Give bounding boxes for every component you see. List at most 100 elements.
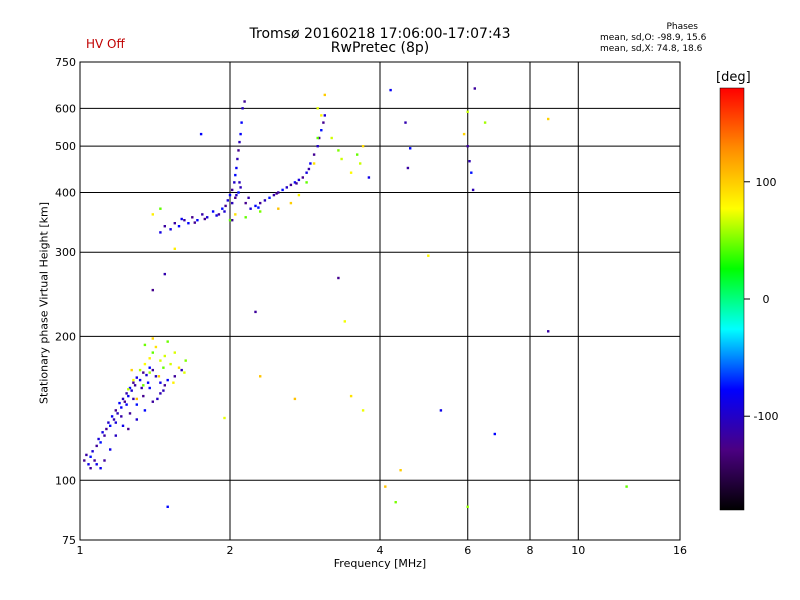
data-point-x [184, 359, 187, 362]
data-point-x [169, 362, 172, 366]
data-point-x [159, 207, 162, 210]
chart-title: Tromsø 20160218 17:06:00-17:07:43 [249, 26, 511, 42]
data-point-o [114, 421, 117, 424]
data-point-o [312, 153, 316, 156]
data-point-o [116, 412, 119, 415]
hv-status: HV Off [86, 37, 125, 51]
data-point-o [241, 107, 244, 110]
y-tick-label: 400 [55, 186, 76, 199]
data-point-o [135, 376, 138, 379]
data-point-x [466, 505, 469, 508]
data-point-o [439, 409, 443, 412]
data-point-o [151, 288, 154, 292]
colorbar-tick-label: -100 [754, 410, 779, 423]
data-point-o [163, 272, 166, 276]
data-point-o [125, 392, 128, 395]
data-point-x [297, 193, 301, 197]
data-point-o [89, 455, 92, 458]
data-point-o [206, 216, 209, 219]
data-point-x [162, 366, 165, 369]
y-tick-label: 600 [55, 102, 76, 115]
data-point-x [399, 469, 402, 472]
data-point-x [323, 93, 326, 97]
data-point-x [547, 117, 550, 121]
data-point-o [293, 181, 297, 184]
data-point-x [172, 381, 175, 384]
data-point-o [275, 192, 278, 195]
data-point-o [238, 140, 241, 144]
data-point-o [337, 276, 340, 280]
data-point-o [154, 375, 158, 378]
data-point-o [259, 201, 262, 205]
data-point-x [259, 210, 262, 213]
data-point-o [127, 427, 130, 431]
data-point-o [114, 409, 117, 412]
data-point-x [343, 320, 346, 323]
data-point-x [305, 181, 308, 184]
data-point-o [166, 378, 169, 382]
x-axis-ticks: 1 2 4 6 8 10 16 [77, 544, 688, 557]
data-point-x [359, 162, 362, 165]
data-point-o [404, 121, 407, 124]
data-point-o [83, 459, 86, 462]
data-point-o [305, 171, 308, 174]
data-point-o [226, 199, 229, 202]
data-point-o [135, 418, 138, 421]
data-point-o [389, 88, 392, 92]
data-point-o [140, 386, 143, 390]
data-point-o [85, 453, 88, 457]
data-point-x [151, 337, 154, 340]
data-point-o [183, 219, 186, 222]
plot-frame [79, 61, 681, 541]
data-point-o [159, 392, 162, 395]
data-point-x [151, 351, 154, 354]
data-point-o [237, 149, 240, 152]
data-point-o [95, 444, 98, 448]
data-point-x [130, 368, 133, 372]
data-point-o [87, 463, 90, 466]
data-point-x [159, 359, 162, 362]
chart-subtitle: RwPretec (8p) [330, 40, 430, 56]
data-point-x [340, 157, 343, 161]
x-tick-label: 1 [77, 544, 84, 557]
data-point-o [125, 403, 128, 406]
data-point-o [159, 381, 162, 384]
data-point-x [138, 368, 142, 372]
data-point-o [215, 214, 218, 217]
data-point-o [99, 441, 102, 444]
data-point-o [289, 183, 293, 187]
data-point-o [249, 207, 252, 210]
data-point-o [239, 186, 242, 189]
grid-lines [80, 62, 680, 540]
data-point-o [132, 381, 135, 384]
data-point-x [625, 485, 628, 488]
data-point-o [406, 166, 410, 170]
data-point-x [142, 384, 145, 387]
data-point-o [169, 228, 172, 231]
data-point-o [103, 434, 106, 437]
data-point-o [130, 389, 133, 392]
data-point-o [162, 389, 165, 392]
data-point-o [135, 403, 138, 406]
data-point-o [148, 366, 151, 369]
data-point-o [196, 219, 199, 222]
data-point-o [473, 87, 476, 90]
data-point-o [173, 375, 176, 378]
y-tick-label: 750 [55, 56, 76, 69]
data-point-o [146, 381, 150, 384]
data-point-o [151, 368, 154, 372]
data-point-o [143, 409, 147, 412]
x-tick-label: 6 [464, 544, 471, 557]
data-point-o [103, 459, 106, 462]
data-point-o [180, 368, 183, 372]
data-point-o [470, 171, 473, 174]
data-point-o [128, 412, 132, 415]
data-point-x [151, 213, 154, 216]
data-point-o [221, 207, 224, 210]
data-point-x [259, 375, 262, 378]
data-point-o [123, 400, 126, 403]
data-point-o [318, 136, 321, 140]
data-point-x [277, 207, 280, 210]
data-point-o [110, 415, 114, 418]
